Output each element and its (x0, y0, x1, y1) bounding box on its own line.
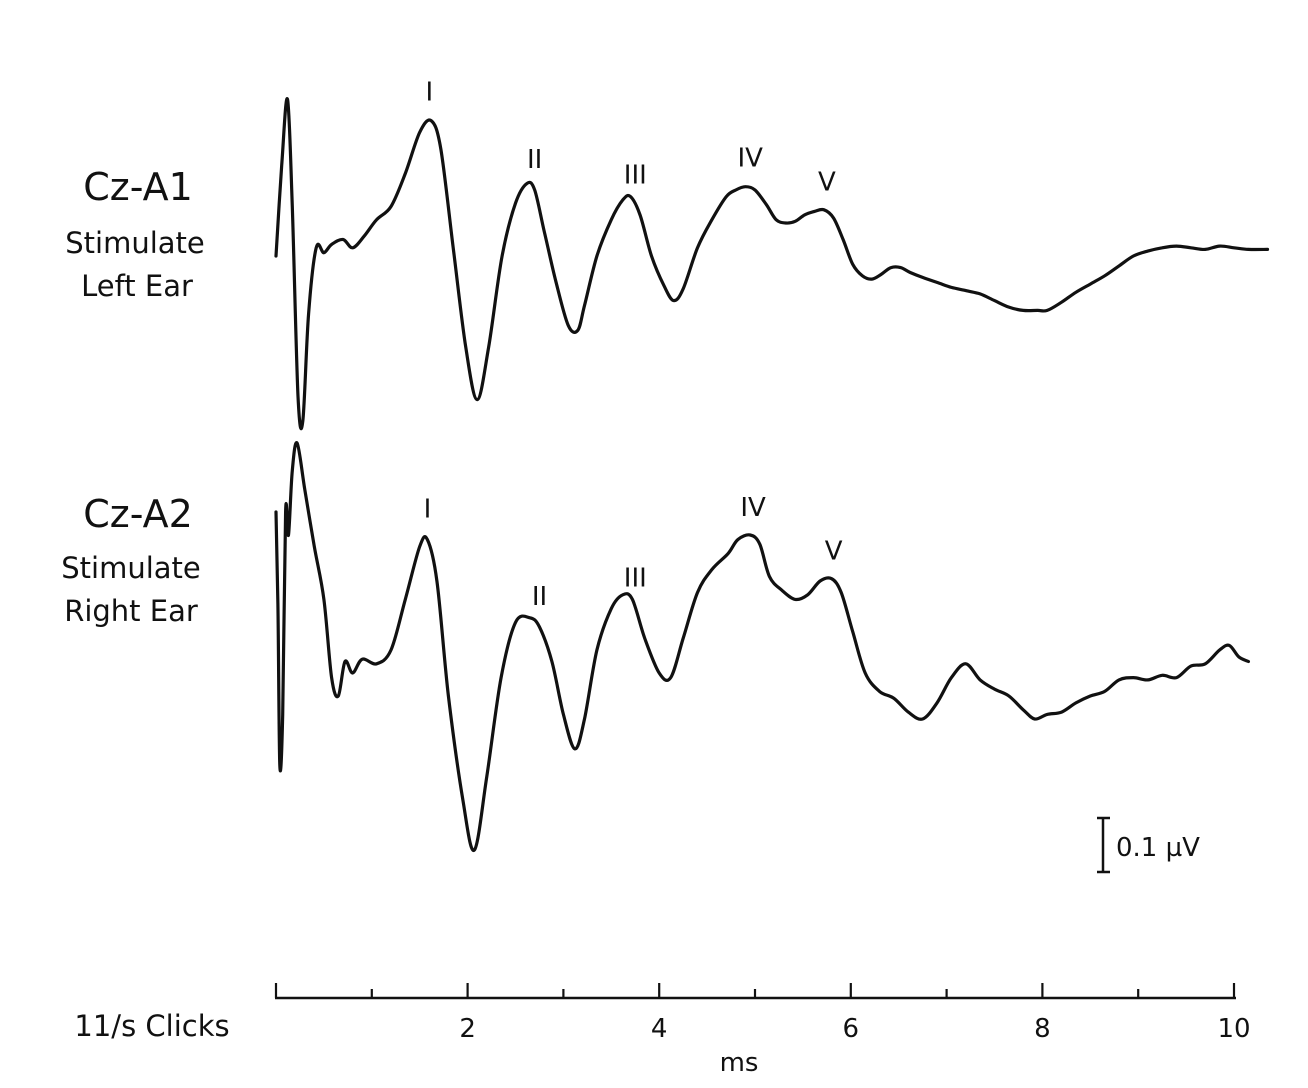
stimulus-label: 11/s Clicks (74, 1009, 229, 1043)
trace-2-waveform (274, 441, 1250, 852)
trace-1-description-line-2: Left Ear (81, 269, 193, 303)
amplitude-scale-bar: 0.1 µV (1097, 816, 1200, 874)
trace-2-peak-label-III: III (624, 563, 647, 593)
time-axis-tick-label-10: 10 (1217, 1014, 1250, 1044)
trace-1-peak-label-IV: IV (737, 143, 763, 173)
trace-2-peak-label-V: V (825, 537, 843, 567)
time-axis-tick-labels: 2 4 6 8 10 (459, 1014, 1250, 1044)
trace-2-peak-label-IV: IV (740, 493, 766, 523)
time-axis-ticks (274, 983, 1236, 998)
trace-1-channel-label: Cz-A1 (83, 165, 193, 209)
time-axis-tick-label-2: 2 (459, 1014, 476, 1044)
trace-2-channel-label: Cz-A2 (83, 492, 193, 536)
trace-2-description-line-1: Stimulate (61, 551, 201, 585)
time-axis-tick-label-4: 4 (651, 1014, 668, 1044)
trace-1-peak-label-III: III (624, 161, 647, 191)
time-axis: 2 4 6 8 10 ms (274, 983, 1251, 1078)
time-axis-tick-label-6: 6 (843, 1014, 860, 1044)
trace-1-peak-label-II: II (527, 145, 542, 175)
trace-1-description-line-1: Stimulate (65, 226, 205, 260)
trace-1-peak-label-I: I (425, 78, 433, 108)
scale-bar-label: 0.1 µV (1116, 833, 1200, 863)
trace-2-peak-label-II: II (532, 582, 547, 612)
trace-2-description-line-2: Right Ear (64, 594, 198, 628)
trace-1-peak-label-V: V (818, 167, 836, 197)
time-axis-tick-label-8: 8 (1034, 1014, 1051, 1044)
trace-1-waveform (274, 97, 1270, 431)
trace-2-peak-label-I: I (424, 495, 432, 525)
x-axis-label: ms (720, 1048, 759, 1078)
